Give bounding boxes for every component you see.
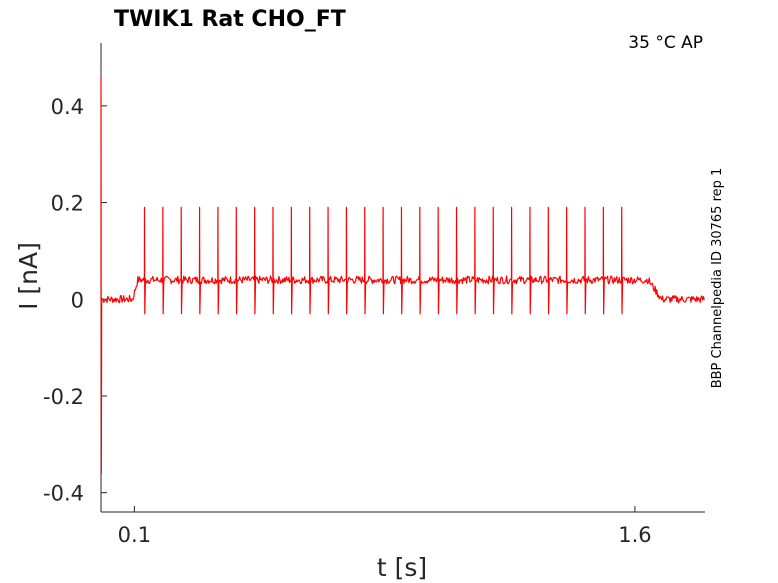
condition-label: 35 °C AP [628, 33, 703, 53]
current-trace-line [100, 76, 705, 474]
x-tick-label: 1.6 [618, 523, 651, 547]
y-tick-label: -0.2 [43, 385, 84, 409]
x-axis-label: t [s] [377, 553, 427, 582]
channelpedia-id-label: BBP Channelpedia ID 30765 rep 1 [710, 168, 725, 389]
y-tick-label: -0.4 [43, 482, 84, 506]
y-tick-label: 0 [71, 288, 84, 312]
y-tick-label: 0.2 [51, 192, 84, 216]
y-tick-label: 0.4 [51, 95, 84, 119]
trace-group [100, 76, 705, 474]
chart-title: TWIK1 Rat CHO_FT [114, 7, 346, 32]
tick-labels: 0.4 0.2 0 -0.2 -0.4 0.1 1.6 [43, 95, 652, 547]
y-axis-label: I [nA] [14, 242, 43, 310]
x-tick-label: 0.1 [118, 523, 151, 547]
